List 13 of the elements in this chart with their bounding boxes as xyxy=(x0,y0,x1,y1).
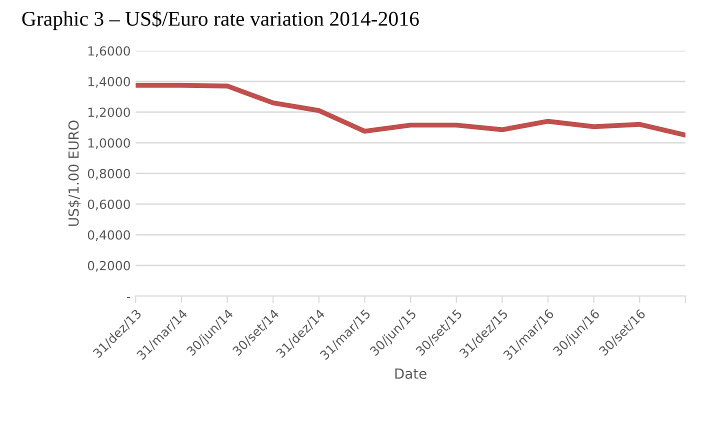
x-axis-title: Date xyxy=(395,368,426,379)
y-tick-label: 1,0000 xyxy=(88,138,130,149)
y-tick-label: 0,2000 xyxy=(88,260,130,272)
chart-title: Graphic 3 – US$/Euro rate variation 2014-2016 xyxy=(22,10,419,30)
y-axis-title: US$/1.00 EURO xyxy=(68,120,81,226)
y-tick-label: 0,6000 xyxy=(88,200,130,210)
y-tick-label: 1,4000 xyxy=(88,76,130,88)
y-tick-label: 1,6000 xyxy=(88,46,130,57)
y-tick-label: 1,2000 xyxy=(88,108,130,118)
y-tick-label: 0,4000 xyxy=(88,230,130,241)
line-series xyxy=(136,82,686,138)
y-tick-label: - xyxy=(126,296,130,298)
y-tick-label: 0,8000 xyxy=(88,168,130,180)
